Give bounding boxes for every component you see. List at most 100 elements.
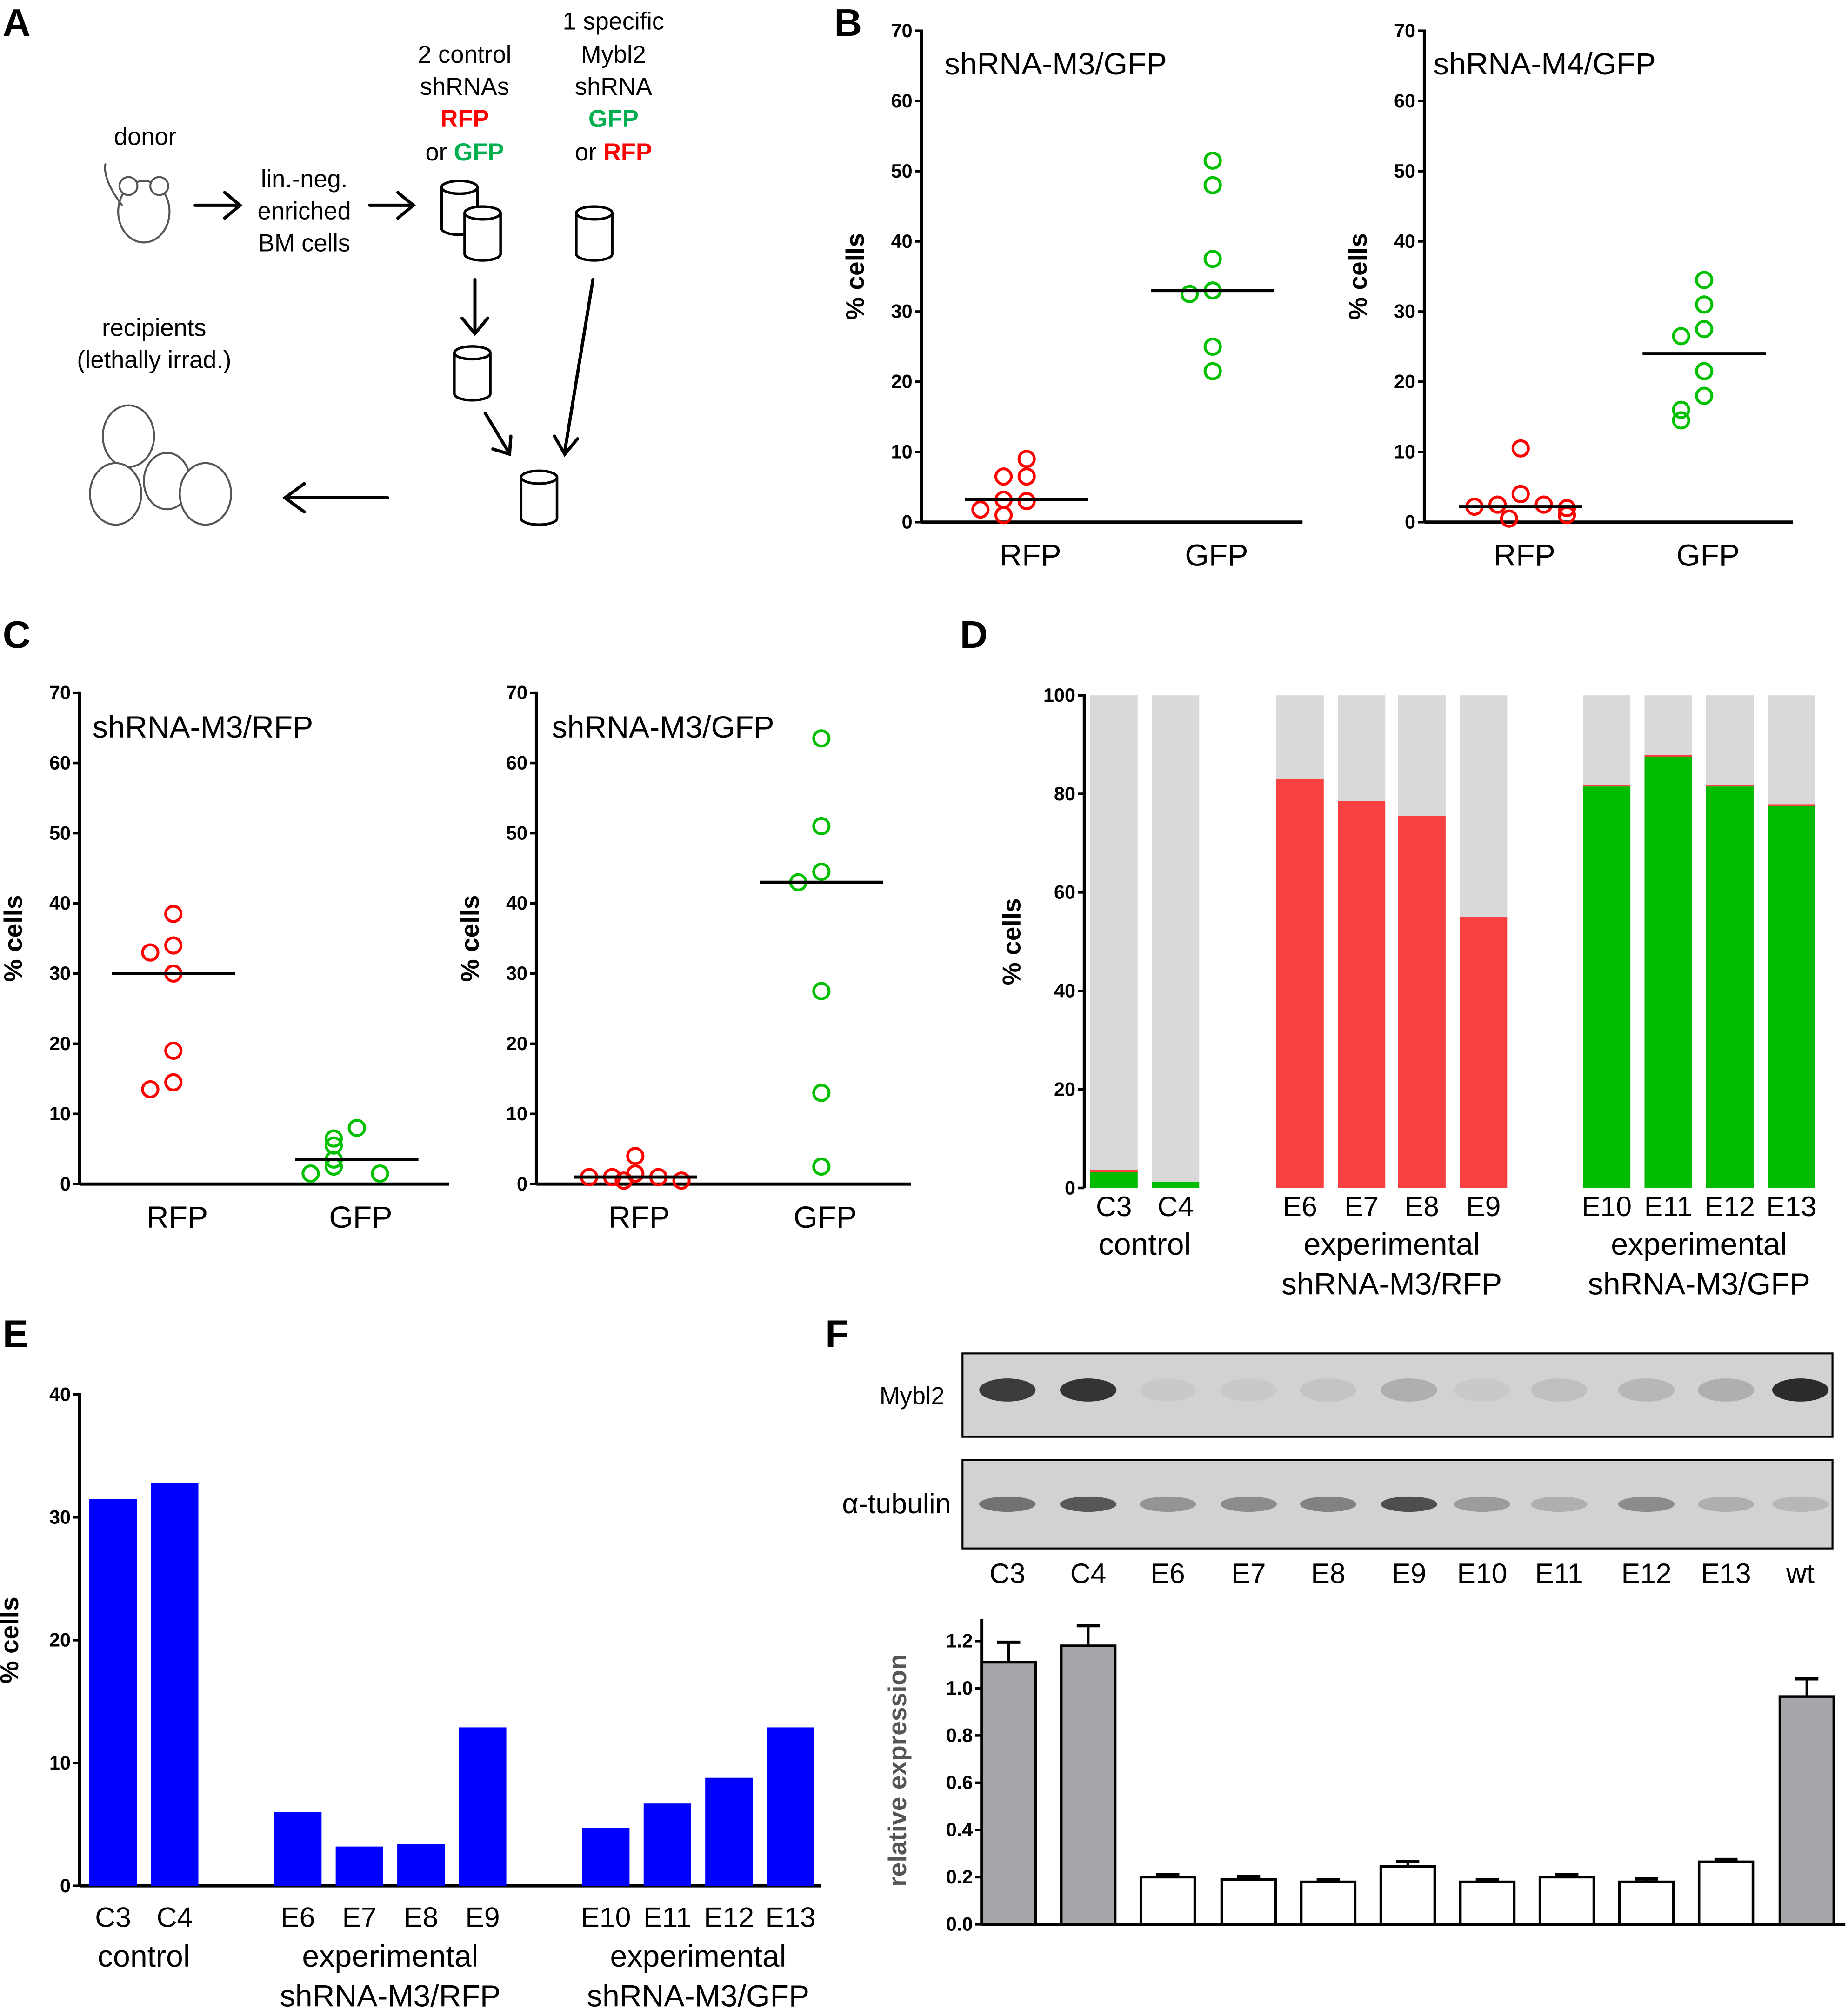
enriched-line-1: lin.-neg. (261, 166, 347, 193)
x-category-label: E12 (1705, 1191, 1755, 1222)
blot-band (1454, 1378, 1511, 1402)
y-tick-label: 30 (891, 301, 913, 322)
panel-letter-d: D (960, 613, 988, 656)
y-tick-label: 40 (506, 892, 527, 914)
bar-segment-C3 (1090, 695, 1138, 1170)
arrows (193, 191, 595, 514)
data-point-gfp (1203, 337, 1222, 356)
bar-panel-E: 0 10 20 30 40 % cells C3 C4 E6 E7 E8 E9 E10 E11 E12 E13… (0, 1384, 821, 2009)
data-point-rfp (164, 1073, 183, 1091)
x-category-label: E7 (1344, 1191, 1379, 1222)
x-category-label: E6 (1283, 1191, 1317, 1222)
data-point-gfp (812, 982, 831, 1000)
y-tick-label: 60 (891, 90, 913, 112)
data-point-gfp (1672, 327, 1690, 346)
bar-segment-E7 (1338, 801, 1386, 1188)
bar-E6 (274, 1812, 322, 1886)
control-or: or (425, 139, 454, 166)
data-point-rfp (1534, 495, 1553, 514)
x-category-label: RFP (147, 1200, 208, 1235)
blot-band (1697, 1496, 1755, 1512)
x-category-label: C4 (157, 1901, 193, 1933)
y-tick-label: 30 (49, 1507, 71, 1528)
bar-segment-E12 (1706, 786, 1754, 1188)
data-point-rfp (141, 943, 160, 962)
y-axis-label: relative expression (883, 1654, 912, 1887)
x-category-label: E9 (465, 1901, 500, 1933)
y-tick-label: 40 (891, 231, 913, 252)
group-label: control (98, 1939, 190, 1974)
data-point-gfp (1203, 151, 1222, 170)
control-line-4: or GFP (425, 139, 504, 166)
data-point-gfp (1672, 411, 1690, 430)
y-axis-label: % cells (841, 233, 869, 320)
x-category-label: E11 (643, 1901, 691, 1933)
group-label: experimental (1611, 1227, 1787, 1262)
y-tick-label: 60 (1394, 90, 1415, 112)
blot-band (1139, 1496, 1196, 1512)
y-axis-label: % cells (455, 895, 484, 982)
bar-E12 (705, 1777, 753, 1886)
data-point-rfp (614, 1171, 633, 1190)
bar-wt (1778, 1695, 1835, 1926)
bar-E10 (582, 1828, 630, 1886)
bar-E7 (335, 1846, 383, 1886)
specific-gfp: GFP (588, 106, 639, 133)
y-tick-label: 0 (1405, 512, 1415, 533)
blot-band (1381, 1496, 1437, 1512)
lane-label: E11 (1535, 1557, 1583, 1589)
blot-band (1531, 1496, 1588, 1512)
y-tick-label: 0 (517, 1173, 527, 1195)
enriched-line-2: enriched (258, 198, 351, 225)
data-point-rfp (164, 905, 183, 923)
bar-segment-E9 (1460, 917, 1508, 1188)
lane-label: C3 (989, 1557, 1026, 1589)
y-axis-label: % cells (0, 895, 27, 982)
bar-segment-E13 (1768, 806, 1815, 1188)
y-tick-label: 50 (1394, 160, 1415, 182)
scatter-panel-B2: 0 10 20 30 40 50 60 70 % cells shRNA-M4/GFP RFP GFP (1343, 20, 1793, 573)
y-tick-label: 40 (1054, 980, 1075, 1002)
data-point-gfp (1203, 176, 1222, 194)
y-tick-label: 40 (1394, 231, 1415, 252)
blot-band (1772, 1496, 1829, 1512)
scatter-panel-C2: 0 10 20 30 40 50 60 70 % cells shRNA-M3/GFP RFP GFP (455, 682, 911, 1235)
bar-segment-C3 (1090, 1172, 1138, 1188)
lane-label: E10 (1457, 1557, 1508, 1589)
x-category-label: GFP (329, 1200, 392, 1235)
group-label: experimental (302, 1939, 478, 1974)
bar-segment-E13 (1768, 695, 1815, 805)
data-point-rfp (626, 1147, 645, 1165)
x-category-label: E13 (1766, 1191, 1816, 1222)
bar-E9 (459, 1727, 507, 1886)
y-tick-label: 0 (60, 1875, 71, 1896)
x-category-label: E8 (404, 1901, 438, 1933)
bar-segment-E11 (1644, 695, 1692, 755)
blot-row-label: Mybl2 (880, 1383, 945, 1410)
bar-C3 (980, 1661, 1037, 1926)
blot-band (1060, 1496, 1117, 1512)
group-label: experimental (1304, 1227, 1480, 1262)
y-tick-label: 50 (506, 822, 527, 844)
control-rfp: RFP (440, 106, 489, 133)
bar-E9 (1379, 1865, 1436, 1926)
data-point-rfp (1511, 485, 1530, 503)
tube-icon (575, 205, 614, 262)
specific-rfp: RFP (603, 139, 652, 166)
y-axis-label: % cells (997, 898, 1026, 985)
scatter-panel-B1: 0 10 20 30 40 50 60 70 % cells shRNA-M3/GFP RFP GFP (841, 20, 1303, 573)
tube-icon (453, 345, 492, 402)
data-point-gfp (1672, 400, 1690, 419)
group-label: shRNA-M3/GFP (1588, 1267, 1810, 1301)
y-tick-label: 0 (1065, 1177, 1075, 1198)
y-tick-label: 40 (49, 1384, 71, 1405)
y-tick-label: 30 (1394, 301, 1415, 322)
blot-band (1300, 1496, 1357, 1512)
data-point-rfp (1017, 450, 1036, 468)
bar-segment-E11 (1644, 755, 1692, 757)
group-label: control (1099, 1227, 1191, 1262)
x-category-label: E10 (1581, 1191, 1632, 1222)
specific-line-3: shRNA (575, 73, 652, 100)
bar-segment-E12 (1706, 695, 1754, 785)
